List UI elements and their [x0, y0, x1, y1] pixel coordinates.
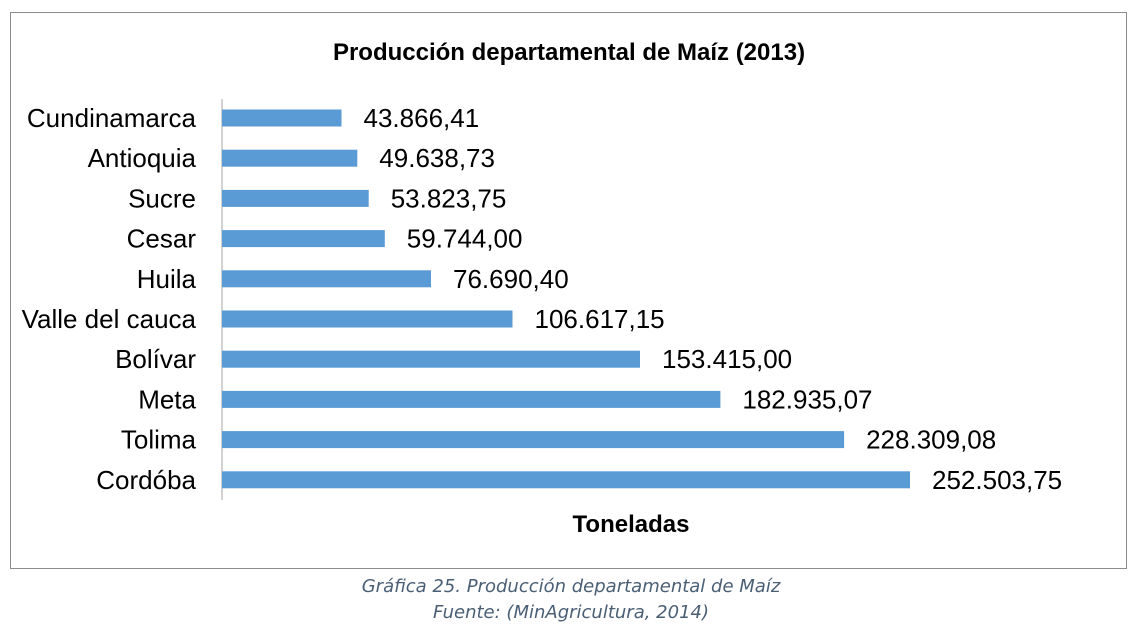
value-label-4: 76.690,40 [453, 264, 569, 294]
value-label-6: 153.415,00 [662, 344, 792, 374]
chart-frame: Producción departamental de Maíz (2013) … [10, 12, 1127, 569]
bar-4 [222, 270, 431, 288]
category-label-4: Huila [137, 264, 197, 294]
value-label-0: 43.866,41 [364, 103, 480, 133]
category-label-7: Meta [138, 384, 196, 414]
bar-9 [222, 471, 910, 489]
bar-8 [222, 431, 845, 449]
value-label-1: 49.638,73 [379, 143, 495, 173]
value-label-7: 182.935,07 [742, 384, 872, 414]
bar-5 [222, 310, 513, 328]
value-label-2: 53.823,75 [391, 183, 507, 213]
category-label-2: Sucre [128, 183, 196, 213]
category-label-6: Bolívar [115, 344, 196, 374]
category-label-9: Cordóba [96, 465, 196, 495]
value-label-5: 106.617,15 [535, 304, 665, 334]
category-label-8: Tolima [121, 425, 197, 455]
value-label-3: 59.744,00 [407, 224, 523, 254]
chart-title: Producción departamental de Maíz (2013) [333, 39, 805, 66]
bar-3 [222, 230, 385, 248]
category-label-3: Cesar [127, 224, 197, 254]
category-label-5: Valle del cauca [22, 304, 197, 334]
value-label-8: 228.309,08 [866, 425, 996, 455]
figure-caption: Gráfica 25. Producción departamental de … [361, 576, 781, 597]
bar-2 [222, 189, 369, 207]
value-label-9: 252.503,75 [932, 465, 1062, 495]
bars-group: Cundinamarca 43.866,41 Antioquia 49.638,73 S… [22, 103, 1063, 495]
bar-0 [222, 109, 342, 127]
figure-source: Fuente: (MinAgricultura, 2014) [432, 602, 709, 623]
category-label-0: Cundinamarca [27, 103, 197, 133]
chart-svg: Producción departamental de Maíz (2013) … [22, 39, 1063, 538]
bar-1 [222, 149, 358, 167]
bar-7 [222, 390, 721, 408]
x-axis-label: Toneladas [573, 511, 690, 538]
bar-6 [222, 350, 640, 368]
category-label-1: Antioquia [88, 143, 197, 173]
